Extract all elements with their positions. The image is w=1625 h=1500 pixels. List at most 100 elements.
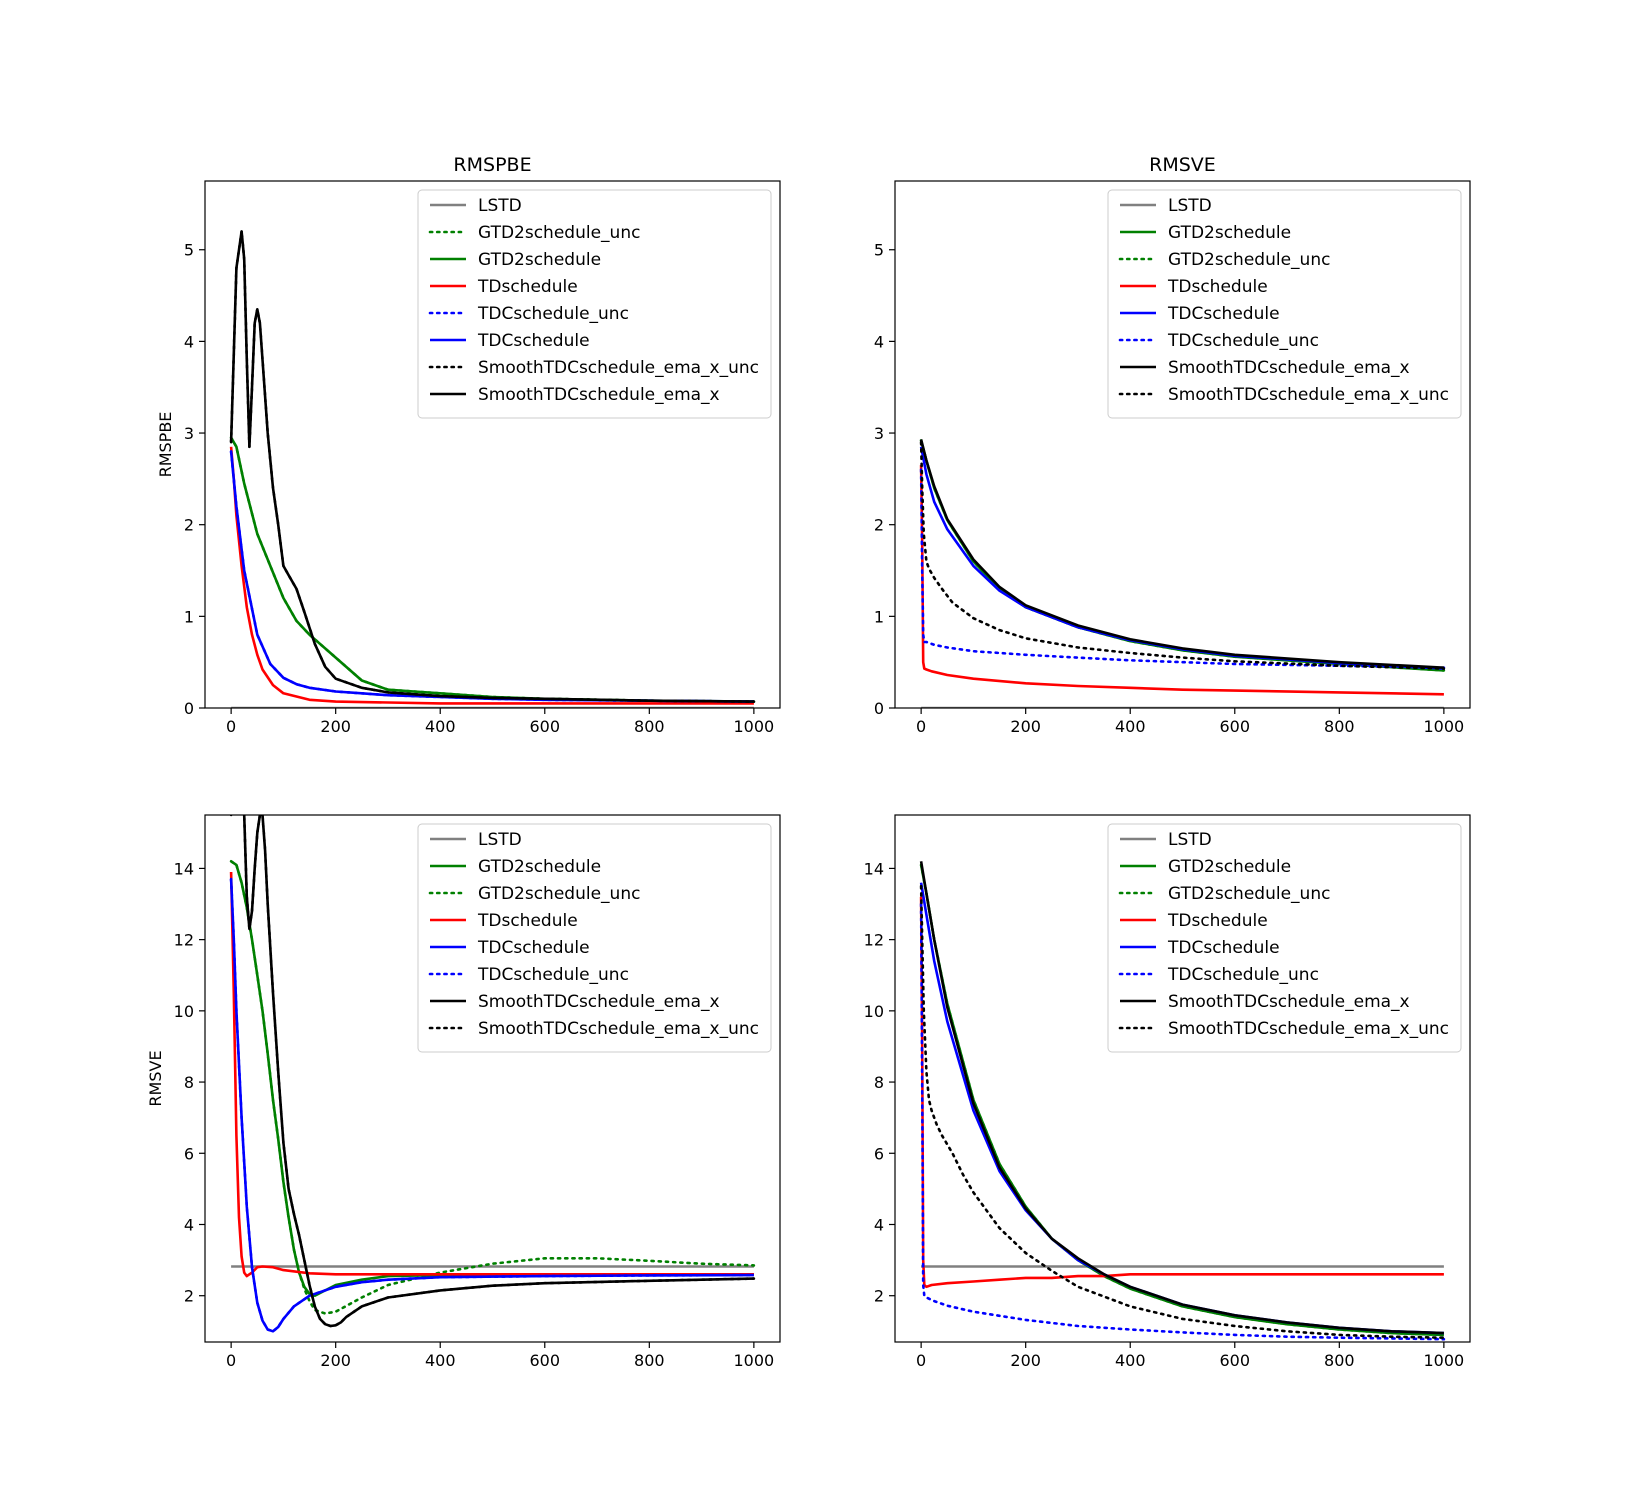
y-tick-label: 0 [874, 699, 884, 718]
legend-label: GTD2schedule [1168, 223, 1291, 243]
legend-label: TDschedule [477, 277, 578, 297]
y-axis-label: RMSPBE [156, 412, 175, 478]
series-line-tdschedule [229, 446, 754, 705]
series-group [919, 861, 1446, 1341]
series-line-gtd2schedule-unc [229, 860, 756, 1315]
legend-item: TDschedule [1120, 277, 1268, 297]
x-tick-label: 800 [1324, 1351, 1355, 1370]
x-tick-label: 1000 [734, 717, 775, 736]
legend-label: SmoothTDCschedule_ema_x [478, 992, 720, 1012]
legend-label: TDCschedule_unc [477, 965, 629, 985]
legend-item: GTD2schedule [1120, 223, 1291, 243]
legend-label: SmoothTDCschedule_ema_x_unc [478, 358, 759, 378]
legend-item: LSTD [1120, 830, 1212, 850]
axes-frame [204, 814, 781, 1343]
series-line-tdcschedule-unc [919, 468, 1446, 669]
legend-item: GTD2schedule [430, 250, 601, 270]
y-tick-label: 12 [864, 931, 884, 950]
axes-frame [894, 814, 1471, 1343]
legend-label: TDCschedule_unc [1167, 331, 1319, 351]
x-tick-label: 400 [425, 717, 456, 736]
plot-area: 0 200 400 600 800 1000 2 4 6 8 10 12 14 [174, 814, 781, 1370]
legend-item: SmoothTDCschedule_ema_x [1120, 358, 1410, 378]
y-tick-label: 8 [874, 1073, 884, 1092]
x-tick-label: 200 [1010, 1351, 1041, 1370]
x-tick-label: 0 [916, 1351, 926, 1370]
legend-label: GTD2schedule [478, 857, 601, 877]
x-tick-label: 200 [1010, 717, 1041, 736]
legend-item: TDCschedule [430, 938, 590, 958]
series-line-tdschedule [919, 896, 1444, 1289]
legend-item: LSTD [1120, 196, 1212, 216]
legend-box [417, 823, 772, 1053]
y-tick-label: 8 [184, 1073, 194, 1092]
x-tick-label: 600 [529, 717, 560, 736]
legend-label: GTD2schedule [1168, 857, 1291, 877]
x-tick-label: 400 [1115, 1351, 1146, 1370]
y-tick-label: 3 [184, 424, 194, 443]
x-tick-label: 0 [226, 717, 236, 736]
legend-label: GTD2schedule_unc [1168, 250, 1330, 270]
plot-area: 0 200 400 600 800 1000 0 1 2 3 4 5 [874, 180, 1471, 736]
y-tick-label: 12 [174, 931, 194, 950]
legend-label: TDschedule [1167, 277, 1268, 297]
legend-item: GTD2schedule [1120, 857, 1291, 877]
legend: LSTD GTD2schedule GTD2schedule_unc TDschedu… [1107, 823, 1462, 1053]
legend-item: SmoothTDCschedule_ema_x_unc [428, 358, 759, 378]
x-tick-label: 1000 [1424, 1351, 1465, 1370]
series-group [229, 230, 756, 708]
legend-label: GTD2schedule_unc [478, 223, 640, 243]
x-tick-label: 0 [916, 717, 926, 736]
legend-item: LSTD [430, 196, 522, 216]
x-tick-label: 800 [634, 1351, 665, 1370]
series-line-smoothtdcschedule-ema-x-unc [919, 884, 1446, 1339]
legend-item: SmoothTDCschedule_ema_x_unc [428, 1019, 759, 1039]
legend-box [1107, 189, 1462, 419]
legend-label: TDschedule [1167, 911, 1268, 931]
legend-item: GTD2schedule_unc [428, 884, 640, 904]
series-line-smoothtdcschedule-ema-x-unc [919, 440, 1446, 670]
legend-label: TDschedule [477, 911, 578, 931]
panel-title: RMSVE [1149, 154, 1216, 176]
panel-top-left: RMSPBE RMSPBE 0 200 400 600 800 1000 0 1 2 3 4 5 LS… [156, 154, 781, 736]
series-line-tdcschedule-unc [229, 877, 756, 1333]
legend-item: TDCschedule [430, 331, 590, 351]
x-tick-label: 600 [1219, 1351, 1250, 1370]
y-tick-label: 1 [874, 607, 884, 626]
y-tick-label: 1 [184, 607, 194, 626]
legend-item: GTD2schedule_unc [1118, 250, 1330, 270]
legend: LSTD GTD2schedule_unc GTD2schedule TDschedu… [417, 189, 772, 419]
x-tick-label: 400 [1115, 717, 1146, 736]
legend-label: LSTD [478, 196, 522, 216]
legend-label: TDCschedule_unc [477, 304, 629, 324]
legend-label: SmoothTDCschedule_ema_x [1168, 358, 1410, 378]
legend-item: TDCschedule_unc [1118, 965, 1319, 985]
legend-item: TDCschedule_unc [428, 965, 629, 985]
legend-label: SmoothTDCschedule_ema_x_unc [1168, 1019, 1449, 1039]
plot-area: 0 200 400 600 800 1000 0 1 2 3 4 5 [184, 180, 781, 736]
series-group [919, 439, 1446, 708]
series-line-tdschedule [229, 871, 754, 1278]
y-tick-label: 14 [864, 859, 884, 878]
plot-area: 0 200 400 600 800 1000 2 4 6 8 10 12 14 [864, 814, 1471, 1370]
panel-bottom-right: 0 200 400 600 800 1000 2 4 6 8 10 12 14 LSTD GTD2sche… [864, 814, 1471, 1370]
axes-frame [894, 180, 1471, 709]
y-tick-label: 14 [174, 859, 194, 878]
panel-title: RMSPBE [453, 154, 531, 176]
panel-bottom-left: RMSVE 0 200 400 600 800 1000 2 4 6 8 10 12 14 LSTD GT… [146, 814, 781, 1370]
y-tick-label: 2 [184, 1287, 194, 1306]
x-tick-label: 200 [320, 1351, 351, 1370]
legend-label: TDCschedule [477, 938, 590, 958]
legend-label: GTD2schedule [478, 250, 601, 270]
legend-label: SmoothTDCschedule_ema_x_unc [1168, 385, 1449, 405]
legend-item: GTD2schedule_unc [1118, 884, 1330, 904]
y-tick-label: 3 [874, 424, 884, 443]
x-tick-label: 1000 [734, 1351, 775, 1370]
axes-frame [204, 180, 781, 709]
legend-box [1107, 823, 1462, 1053]
legend-label: LSTD [478, 830, 522, 850]
y-tick-label: 4 [874, 1215, 884, 1234]
series-line-smoothtdcschedule-ema-x [229, 230, 754, 703]
legend-item: SmoothTDCschedule_ema_x_unc [1118, 1019, 1449, 1039]
y-axis-label: RMSVE [146, 1050, 165, 1106]
